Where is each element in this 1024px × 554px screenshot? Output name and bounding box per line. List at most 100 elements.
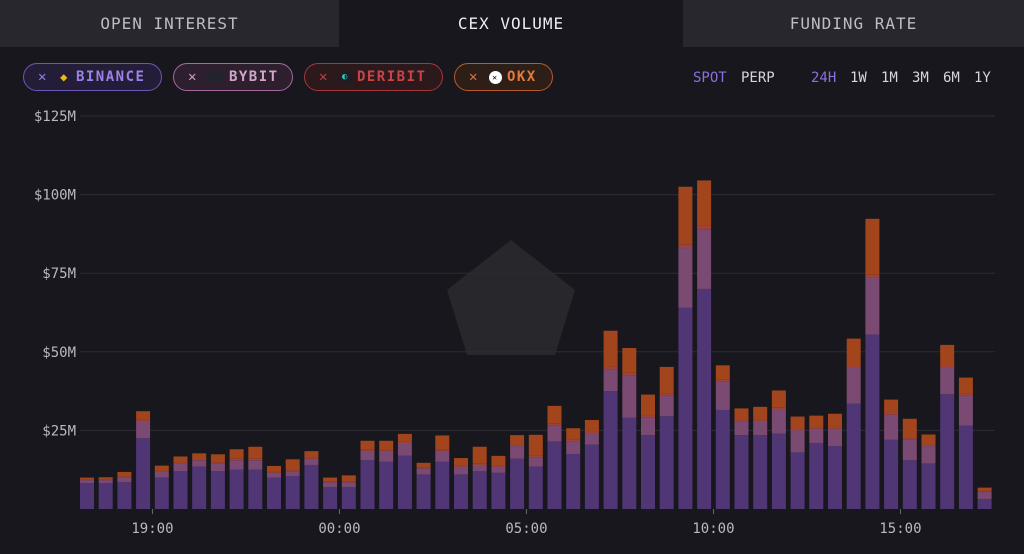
bar-segment-okx[interactable] (622, 348, 637, 373)
bar-segment-bybit[interactable] (547, 425, 562, 442)
bar-segment-bybit[interactable] (267, 472, 281, 478)
bar-segment-binance[interactable] (98, 483, 113, 509)
bar-segment-bybit[interactable] (603, 369, 618, 392)
bar-segment-deribit[interactable] (902, 438, 917, 440)
bar-segment-bybit[interactable] (715, 381, 730, 410)
bar-segment-deribit[interactable] (80, 479, 94, 481)
bar-segment-deribit[interactable] (771, 407, 786, 410)
market-spot-toggle[interactable]: SPOT (693, 70, 727, 86)
bar-segment-binance[interactable] (865, 334, 880, 509)
bar-segment-deribit[interactable] (921, 444, 936, 447)
bar-segment-binance[interactable] (697, 288, 712, 509)
bar-segment-deribit[interactable] (416, 467, 431, 469)
bar-segment-binance[interactable] (80, 483, 94, 509)
timeframe-24h[interactable]: 24H (811, 70, 837, 86)
bar-segment-binance[interactable] (323, 486, 338, 509)
bar-segment-bybit[interactable] (360, 450, 375, 461)
bar-segment-okx[interactable] (753, 406, 768, 420)
timeframe-6m[interactable]: 6M (943, 70, 960, 86)
bar-segment-okx[interactable] (528, 434, 543, 456)
bar-segment-bybit[interactable] (977, 491, 992, 499)
bar-segment-deribit[interactable] (622, 372, 637, 376)
bar-segment-binance[interactable] (379, 461, 394, 509)
bar-segment-deribit[interactable] (117, 476, 132, 478)
bar-segment-binance[interactable] (603, 391, 618, 509)
bar-segment-deribit[interactable] (884, 412, 899, 415)
bar-segment-okx[interactable] (173, 456, 188, 463)
bar-segment-deribit[interactable] (304, 457, 319, 459)
bar-segment-deribit[interactable] (659, 393, 674, 396)
bar-segment-okx[interactable] (304, 451, 319, 458)
close-icon[interactable]: ✕ (319, 69, 329, 85)
bar-segment-okx[interactable] (715, 365, 730, 380)
bar-segment-okx[interactable] (98, 477, 113, 480)
bar-segment-okx[interactable] (285, 459, 300, 471)
bar-segment-okx[interactable] (940, 344, 955, 366)
bar-segment-deribit[interactable] (547, 423, 562, 426)
bar-segment-binance[interactable] (884, 439, 899, 509)
bar-segment-okx[interactable] (210, 454, 225, 463)
bar-segment-okx[interactable] (510, 435, 525, 445)
close-icon[interactable]: ✕ (188, 69, 198, 85)
bar-segment-deribit[interactable] (865, 274, 880, 278)
bar-segment-okx[interactable] (80, 477, 94, 480)
bar-segment-deribit[interactable] (641, 415, 655, 418)
bar-segment-binance[interactable] (528, 466, 543, 509)
bar-segment-okx[interactable] (659, 366, 674, 394)
bar-segment-okx[interactable] (977, 487, 992, 492)
bar-segment-okx[interactable] (641, 394, 655, 416)
bar-segment-deribit[interactable] (341, 481, 356, 483)
bar-segment-okx[interactable] (790, 416, 805, 429)
bar-segment-deribit[interactable] (790, 428, 805, 431)
bar-segment-okx[interactable] (416, 462, 431, 468)
bar-segment-bybit[interactable] (491, 466, 506, 473)
bar-segment-deribit[interactable] (323, 481, 338, 483)
bar-segment-bybit[interactable] (304, 458, 319, 465)
bar-segment-binance[interactable] (715, 409, 730, 509)
bar-segment-binance[interactable] (547, 441, 562, 509)
bar-segment-okx[interactable] (584, 420, 599, 432)
bar-segment-deribit[interactable] (267, 471, 281, 473)
bar-segment-deribit[interactable] (154, 470, 169, 472)
bar-segment-binance[interactable] (510, 458, 525, 509)
bar-segment-bybit[interactable] (958, 395, 973, 426)
timeframe-1w[interactable]: 1W (850, 70, 867, 86)
bar-segment-bybit[interactable] (210, 463, 225, 472)
bar-segment-binance[interactable] (790, 452, 805, 509)
filter-deribit[interactable]: ✕ ◐ DERIBIT (304, 63, 443, 91)
bar-segment-okx[interactable] (267, 465, 281, 472)
bar-segment-binance[interactable] (734, 435, 749, 509)
bar-segment-okx[interactable] (117, 471, 132, 477)
bar-segment-bybit[interactable] (416, 468, 431, 475)
bar-segment-okx[interactable] (154, 465, 169, 471)
bar-segment-okx[interactable] (678, 186, 693, 245)
bar-segment-bybit[interactable] (528, 457, 543, 467)
bar-segment-deribit[interactable] (828, 426, 842, 429)
bar-segment-bybit[interactable] (173, 463, 188, 472)
bar-segment-bybit[interactable] (510, 446, 525, 459)
timeframe-1y[interactable]: 1Y (974, 70, 991, 86)
bar-segment-bybit[interactable] (229, 460, 244, 470)
filter-bybit[interactable]: ✕ BYBIT (173, 63, 293, 91)
bar-segment-okx[interactable] (454, 458, 468, 466)
bar-segment-deribit[interactable] (510, 444, 525, 447)
bar-segment-binance[interactable] (902, 460, 917, 509)
bar-segment-okx[interactable] (771, 390, 786, 408)
bar-segment-binance[interactable] (472, 471, 487, 509)
bar-segment-deribit[interactable] (397, 441, 412, 443)
bar-segment-deribit[interactable] (136, 419, 151, 421)
bar-segment-bybit[interactable] (828, 428, 842, 447)
bar-segment-okx[interactable] (734, 408, 749, 421)
bar-segment-okx[interactable] (360, 440, 375, 450)
bar-segment-binance[interactable] (136, 438, 151, 509)
bar-segment-bybit[interactable] (884, 414, 899, 440)
bar-segment-binance[interactable] (828, 446, 842, 509)
filter-binance[interactable]: ✕ ◆ BINANCE (23, 63, 162, 91)
bar-segment-okx[interactable] (397, 433, 412, 442)
bar-segment-binance[interactable] (267, 477, 281, 509)
bar-segment-deribit[interactable] (98, 479, 113, 481)
bar-segment-okx[interactable] (828, 413, 842, 427)
bar-segment-deribit[interactable] (528, 455, 543, 458)
bar-segment-bybit[interactable] (697, 229, 712, 289)
tab-cex-volume[interactable]: CEX VOLUME (339, 0, 683, 47)
